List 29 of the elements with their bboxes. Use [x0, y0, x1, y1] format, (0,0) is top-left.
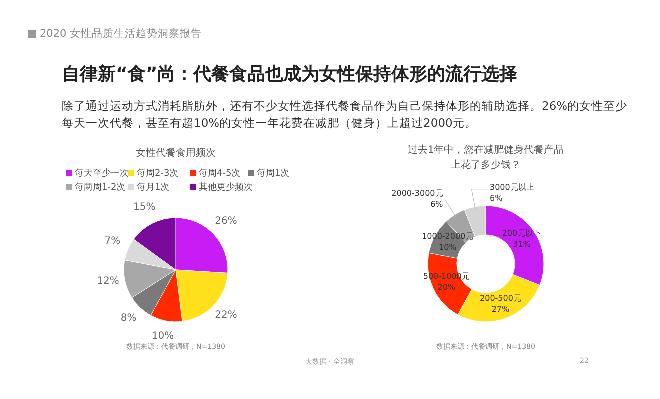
data-label: 8%: [120, 313, 138, 324]
text: 自律新“食”尚：代餐食品也成为女性保持体形的流行选择: [62, 63, 518, 86]
slice-label: 3000元以上: [490, 182, 536, 194]
data-label: 15%: [132, 202, 157, 213]
chart-title: 女性代餐食用频次: [135, 146, 217, 161]
legend-label: 每月1次: [137, 182, 170, 194]
data-label: 12%: [96, 276, 120, 287]
legend-label: 每周1次: [257, 168, 290, 180]
data-label: 7%: [104, 236, 122, 247]
data-label: 10%: [150, 330, 176, 342]
slice-label: 2000-3000元: [390, 188, 444, 199]
data-label: 6%: [490, 193, 504, 204]
slice-label: 200元以下: [501, 228, 543, 239]
legend-label: 每周2-3次: [137, 168, 179, 180]
data-label: 27%: [490, 304, 511, 315]
legend-label: 每天至少一次: [75, 168, 129, 180]
chart-title: 过去1年中，您在减肥健身代餐产品上花了多少钱？: [406, 144, 566, 173]
text: 2020 女性品质生活趋势洞察报告: [40, 27, 202, 41]
data-label: 26%: [214, 216, 238, 227]
data-label: 31%: [512, 238, 532, 250]
data-label: 6%: [430, 198, 444, 210]
legend-label: 每两周1-2次: [75, 182, 126, 194]
legend-label: 每周4-5次: [199, 168, 241, 180]
data-label: 20%: [436, 282, 457, 293]
text: 除了通过运动方式消耗脂肪外，还有不少女性选择代餐食品作为自己保持体形的辅助选择。26%的女性至少每天一次代餐，甚至有超10%的女性一年花费在减肥（健身）上超过2000元。: [62, 98, 629, 132]
data-label: 22%: [214, 310, 238, 322]
legend-label: 其他更少频次: [199, 182, 253, 194]
slice-label: 200-500元: [479, 292, 522, 304]
data-label: 10%: [438, 242, 458, 254]
